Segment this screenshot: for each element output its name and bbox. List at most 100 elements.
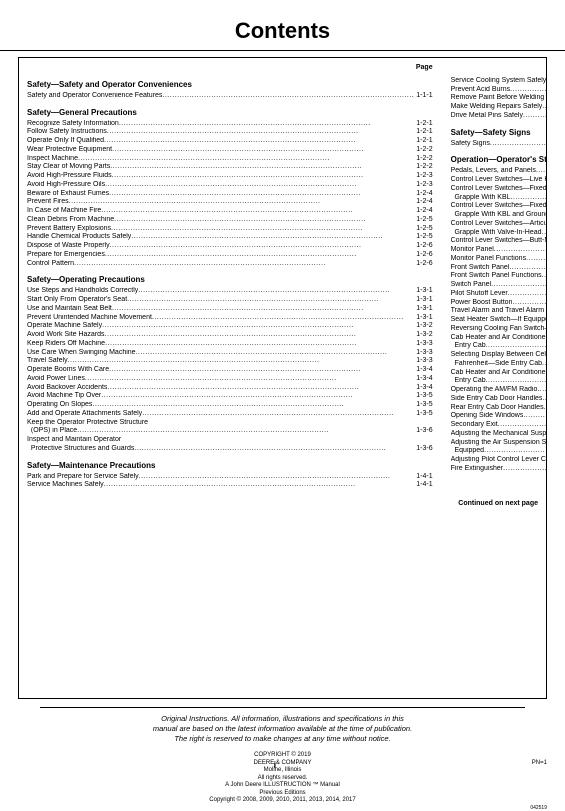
toc-entry: Entry Cab...............................…: [451, 342, 547, 351]
toc-entry-page: 1-3-4: [414, 366, 432, 375]
toc-entry: Travel Safely...........................…: [27, 357, 433, 366]
toc-entry-title: Entry Cab: [451, 377, 486, 386]
toc-leader: ........................................…: [136, 349, 415, 358]
toc-entry-page: 1-2-3: [414, 172, 432, 181]
toc-entry-page: 1-4-1: [414, 473, 432, 482]
toc-entry-title: Operate Machine Safely: [27, 322, 102, 331]
toc-entry: Use Care When Swinging Machine..........…: [27, 349, 433, 358]
toc-entry: Grapple With KBL and Ground Saw.........…: [451, 211, 547, 220]
toc-entry: Stay Clear of Moving Parts..............…: [27, 163, 433, 172]
toc-leader: ........................................…: [69, 198, 415, 207]
toc-leader: ........................................…: [112, 146, 414, 155]
toc-entry-title: Recognize Safety Information: [27, 120, 119, 129]
continued-label: Continued on next page: [27, 500, 538, 507]
toc-leader: ........................................…: [111, 225, 414, 234]
toc-entry-title: Adjusting Pilot Control Lever Console He…: [451, 456, 547, 465]
toc-leader: ........................................…: [511, 194, 547, 203]
toc-entry-title: Operate Only If Qualified: [27, 137, 104, 146]
toc-entry: Front Switch Panel Functions............…: [451, 272, 547, 281]
toc-leader: ........................................…: [491, 281, 547, 290]
toc-entry: Adjusting the Mechanical Suspension Seat…: [451, 430, 547, 439]
toc-entry: (OPS) in Place..........................…: [27, 427, 433, 436]
toc-entry-page: 1-2-2: [414, 146, 432, 155]
toc-entry-title: Stay Clear of Moving Parts: [27, 163, 110, 172]
toc-entry-title: Adjusting the Mechanical Suspension Seat: [451, 430, 547, 439]
toc-entry-title: Avoid High-Pressure Oils: [27, 181, 105, 190]
footer-italic-text: Original Instructions. All information, …: [40, 707, 525, 744]
toc-entry-title: Prevent Fires: [27, 198, 69, 207]
toc-entry: Service Machines Safely.................…: [27, 481, 433, 490]
toc-entry-title: Make Welding Repairs Safely: [451, 103, 543, 112]
toc-entry-wrap: Inspect and Maintain Operator: [27, 436, 433, 445]
toc-entry-page: 1-3-6: [414, 427, 432, 436]
toc-leader: ........................................…: [486, 342, 547, 351]
toc-leader: ........................................…: [503, 465, 547, 474]
toc-entry-title: Control Lever Switches—Fixed Heel: [451, 202, 547, 211]
toc-entry-page: 1-2-4: [414, 198, 432, 207]
toc-entry: Avoid Work Site Hazards.................…: [27, 331, 433, 340]
toc-entry-title: Control Lever Switches—Live Heel Grapple: [451, 176, 547, 185]
toc-entry-page: 1-3-1: [414, 305, 432, 314]
toc-leader: ........................................…: [134, 445, 414, 454]
toc-leader: ........................................…: [498, 421, 547, 430]
toc-entry: Add and Operate Attachments Safely......…: [27, 410, 433, 419]
toc-entry-page: 1-3-1: [414, 287, 432, 296]
toc-entry-title: Inspect and Maintain Operator: [27, 436, 121, 445]
toc-entry: Monitor Panel...........................…: [451, 246, 547, 255]
toc-entry: Beware of Exhaust Fumes.................…: [27, 190, 433, 199]
toc-leader: ........................................…: [104, 137, 414, 146]
toc-leader: ........................................…: [138, 287, 414, 296]
toc-entry-page: 1-3-3: [414, 340, 432, 349]
toc-entry-title: Handle Chemical Products Safely: [27, 233, 131, 242]
section-title: Safety—Maintenance Precautions: [27, 461, 433, 471]
page-title: Contents: [0, 18, 565, 44]
toc-leader: ........................................…: [77, 427, 414, 436]
page-number-roman: i: [274, 760, 277, 770]
toc-leader: ........................................…: [486, 377, 547, 386]
toc-entry-title: Control Lever Switches—Fixed Heel: [451, 185, 547, 194]
toc-leader: ........................................…: [101, 392, 414, 401]
toc-entry-wrap: Adjusting the Air Suspension Seat—If: [451, 439, 547, 448]
toc-entry: Inspect Machine.........................…: [27, 155, 433, 164]
toc-leader: ........................................…: [509, 264, 547, 273]
toc-entry: Prevent Battery Explosions..............…: [27, 225, 433, 234]
toc-entry: Service Cooling System Safely...........…: [451, 77, 547, 86]
toc-entry-title: Inspect Machine: [27, 155, 78, 164]
toc-entry-title: Start Only From Operator's Seat: [27, 296, 127, 305]
toc-entry-title: Operating the AM/FM Radio: [451, 386, 538, 395]
toc-entry-page: 1-2-5: [414, 233, 432, 242]
toc-entry: Fahrenheit—Side Entry Cab...............…: [451, 360, 547, 369]
toc-leader: ........................................…: [104, 481, 415, 490]
toc-entry-title: Park and Prepare for Service Safely: [27, 473, 139, 482]
toc-entry-title: Keep the Operator Protective Structure: [27, 419, 148, 428]
toc-leader: ........................................…: [544, 404, 547, 413]
toc-entry-title: Fire Extinguisher: [451, 465, 504, 474]
toc-entry-title: Safety and Operator Convenience Features: [27, 92, 162, 101]
toc-leader: ........................................…: [542, 395, 547, 404]
toc-leader: ........................................…: [131, 233, 414, 242]
toc-entry: Dispose of Waste Properly...............…: [27, 242, 433, 251]
toc-leader: ........................................…: [105, 331, 415, 340]
toc-entry: Protective Structures and Guards........…: [27, 445, 433, 454]
toc-entry-page: 1-3-3: [414, 349, 432, 358]
toc-entry-title: Entry Cab: [451, 342, 486, 351]
toc-entry-title: Dispose of Waste Properly: [27, 242, 110, 251]
toc-entry-title: Drive Metal Pins Safely: [451, 112, 523, 121]
toc-entry-page: 1-3-1: [414, 314, 432, 323]
toc-entry: Park and Prepare for Service Safely.....…: [27, 473, 433, 482]
toc-entry-title: Side Entry Cab Door Handles: [451, 395, 543, 404]
toc-entry-page: 1-3-5: [414, 410, 432, 419]
toc-entry-title: Control Lever Switches—Butt-N-Top Grappl…: [451, 237, 547, 246]
toc-entry-title: Operating On Slopes: [27, 401, 92, 410]
toc-entry-title: Operate Booms With Care: [27, 366, 109, 375]
toc-leader: ........................................…: [542, 360, 547, 369]
toc-entry-title: Reversing Cooling Fan Switch—If Equipped: [451, 325, 547, 334]
toc-entry-title: Selecting Display Between Celsius and: [451, 351, 547, 360]
toc-entry-title: Avoid High-Pressure Fluids: [27, 172, 112, 181]
toc-entry-wrap: Cab Heater and Air Conditioner—Side: [451, 334, 547, 343]
toc-leader: ........................................…: [109, 366, 414, 375]
toc-leader: ........................................…: [484, 447, 547, 456]
page-header: Contents: [0, 0, 565, 51]
toc-leader: ........................................…: [526, 255, 547, 264]
toc-entry: Follow Safety Instructions..............…: [27, 128, 433, 137]
